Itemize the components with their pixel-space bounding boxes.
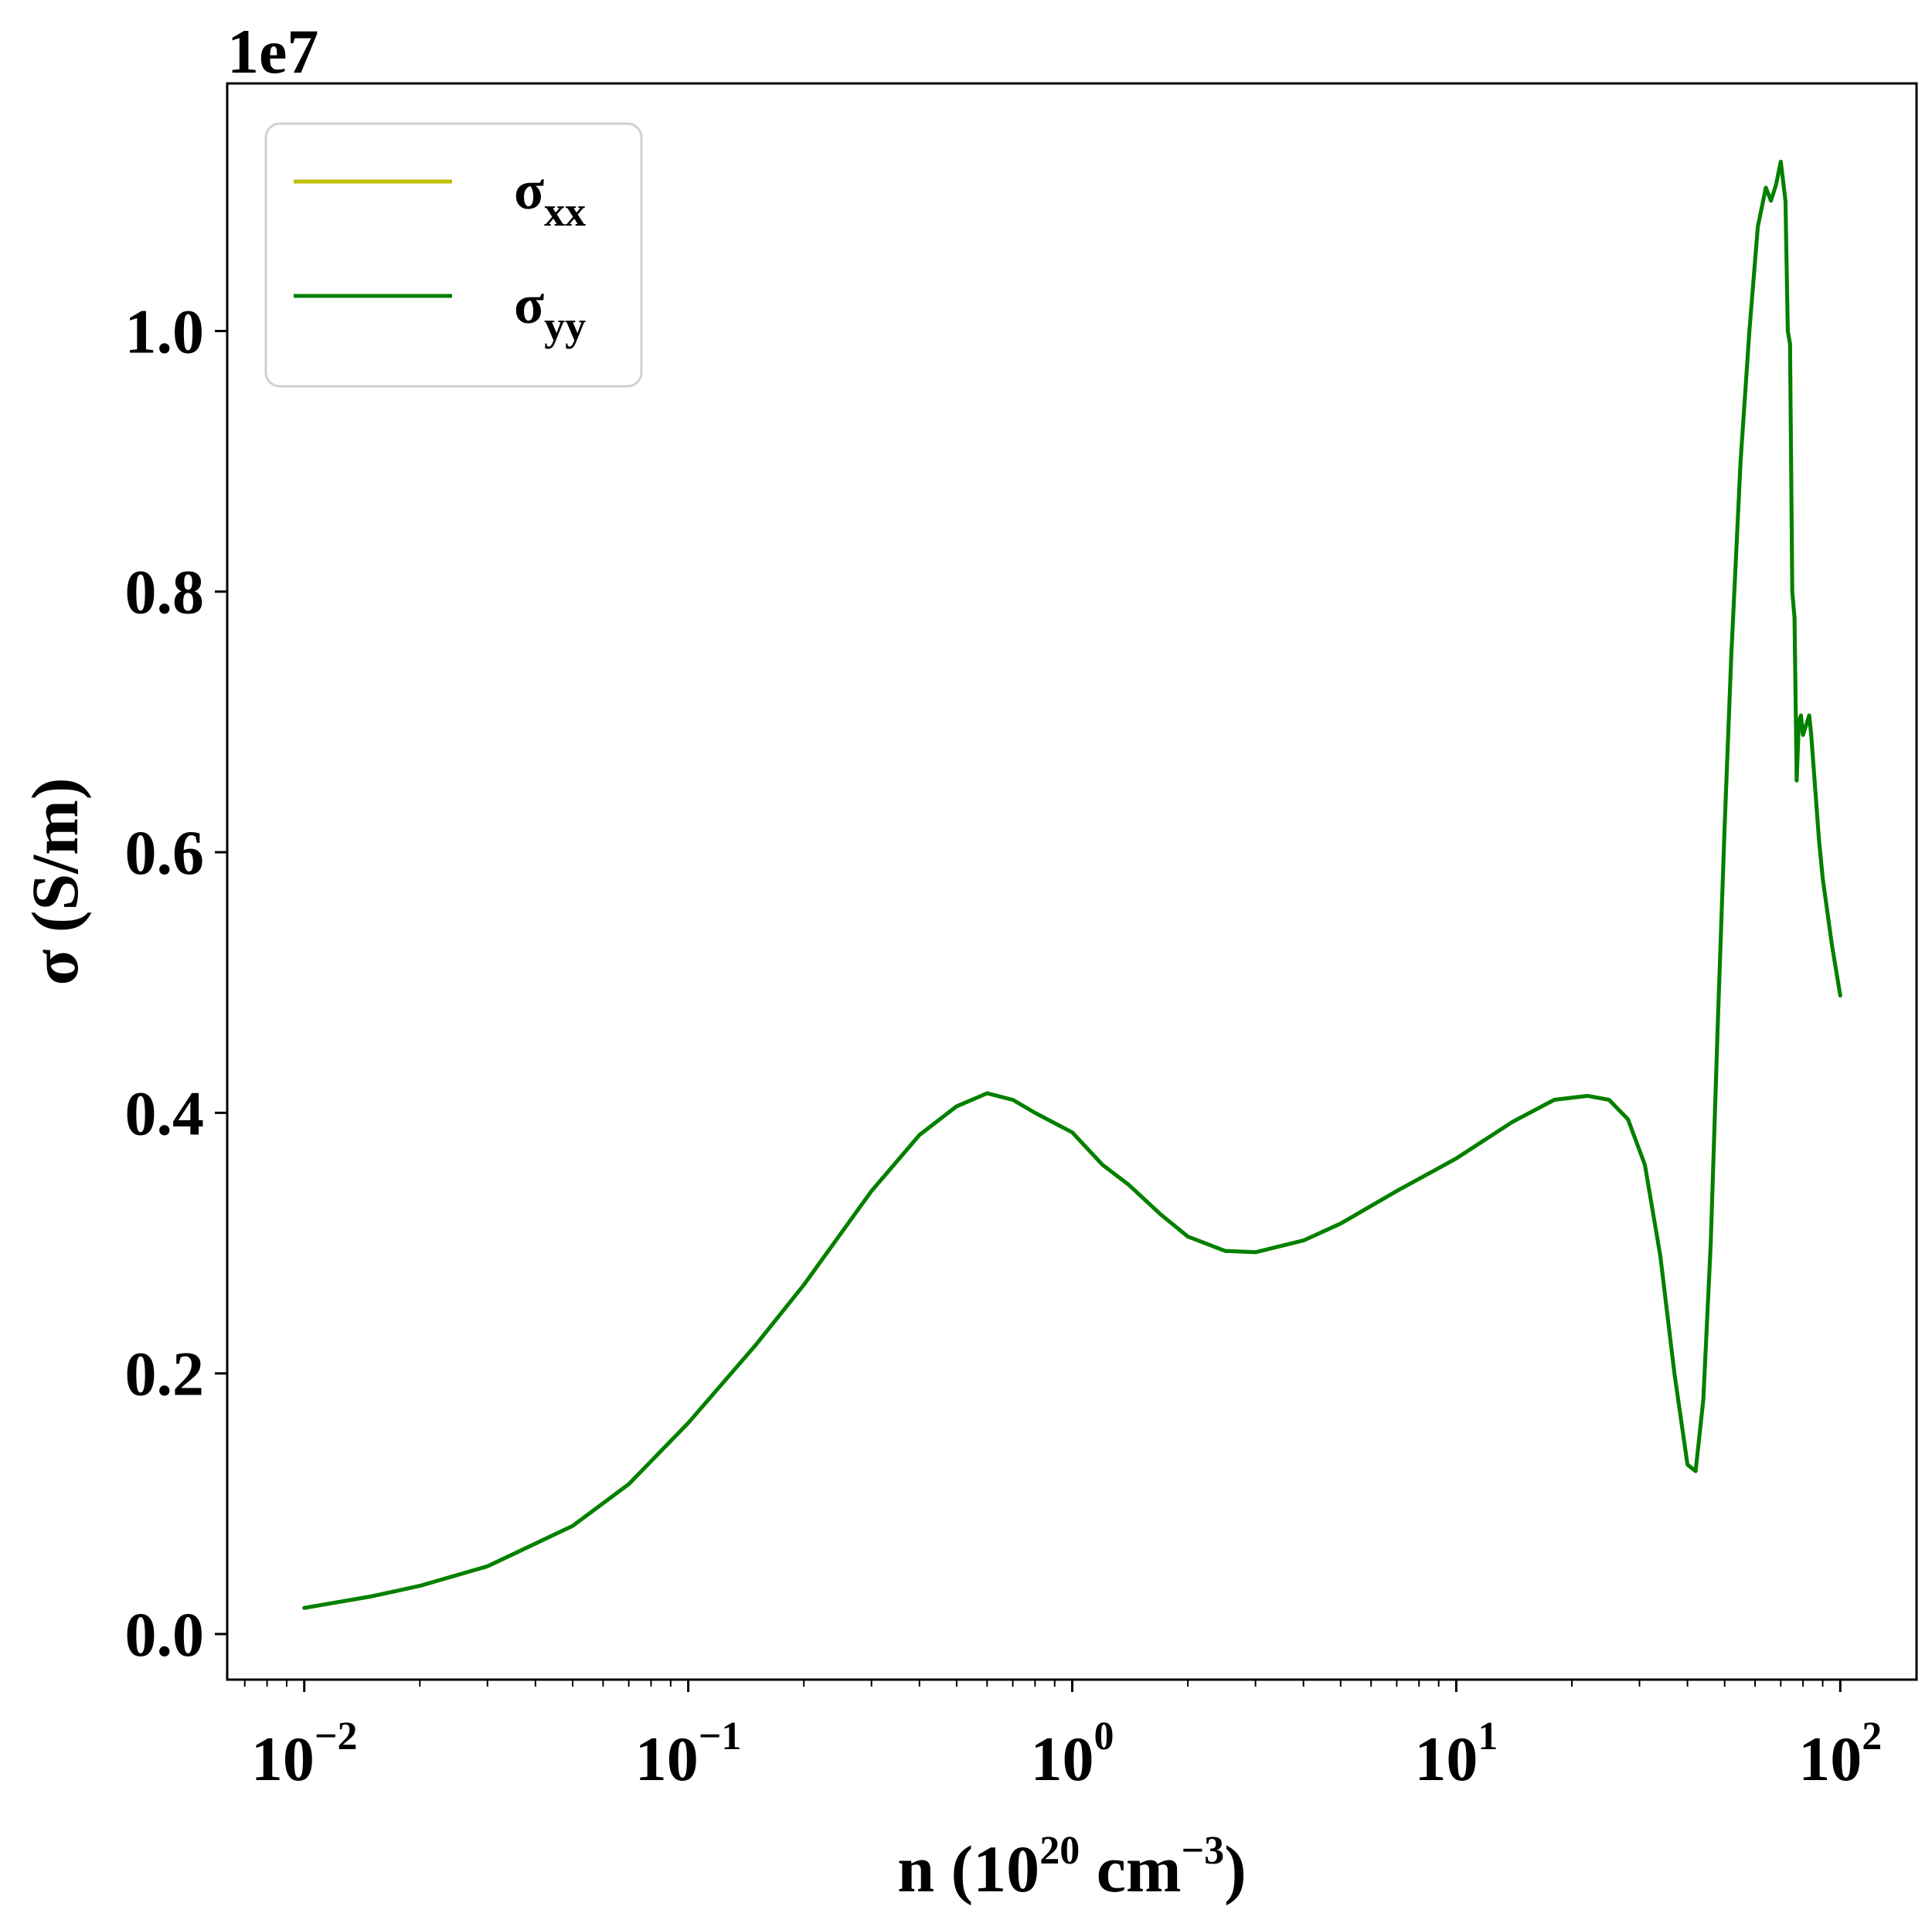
y-tick-label: 0.4 [125,1078,205,1148]
x-tick-label: 101 [1414,1714,1498,1794]
series-line-sigma-yy [302,159,1842,1610]
x-axis-label-sup2: −3 [1182,1829,1225,1873]
legend-label-sigma-yy-name: σ [514,274,544,335]
x-tick-label-exponent: −2 [315,1714,358,1758]
x-axis-label-sup1: 20 [1039,1829,1080,1873]
x-axis-label-mid: cm [1080,1832,1181,1906]
y-tick-label: 0.6 [125,817,205,888]
x-axis-ticks: 10−2 10−1 100 101 102 [243,1680,1882,1794]
legend-label-sigma-yy: σyy [514,274,586,349]
x-axis-label-end: ) [1224,1832,1247,1906]
series-layer [302,159,1842,1610]
y-axis-ticks: 0.0 0.2 0.4 0.6 0.8 1.0 [125,296,227,1670]
y-tick-label: 0.2 [125,1339,205,1409]
x-tick-label: 102 [1798,1714,1882,1794]
legend-label-sigma-xx-sub: xx [544,189,586,235]
y-axis-label: σ (S/m) [18,778,92,986]
x-tick-label-base: 10 [251,1724,315,1794]
y-tick-label: 0.0 [125,1599,205,1670]
x-tick-label-exponent: 0 [1094,1714,1114,1758]
legend-label-sigma-xx: σxx [514,159,586,235]
x-tick-label-base: 10 [1030,1724,1094,1794]
legend-box [264,122,643,388]
x-tick-label-base: 10 [1414,1724,1478,1794]
x-tick-label-exponent: 1 [1478,1714,1498,1758]
x-tick-label: 10−1 [635,1714,742,1794]
y-tick-label: 0.8 [125,557,205,627]
x-tick-label-base: 10 [635,1724,699,1794]
x-tick-label-exponent: −1 [699,1714,742,1758]
x-axis-label-main: n (10 [897,1832,1039,1906]
legend: σxx σyy [264,122,643,388]
x-tick-label: 10−2 [251,1714,358,1794]
legend-label-sigma-xx-name: σ [514,159,544,221]
x-axis-label: n (1020 cm−3) [897,1829,1247,1906]
x-tick-label-base: 10 [1798,1724,1862,1794]
y-tick-label: 1.0 [125,296,205,366]
legend-label-sigma-yy-sub: yy [544,303,586,349]
x-tick-label-exponent: 2 [1862,1714,1882,1758]
y-offset-label: 1e7 [227,16,318,87]
x-tick-label: 100 [1030,1714,1114,1794]
